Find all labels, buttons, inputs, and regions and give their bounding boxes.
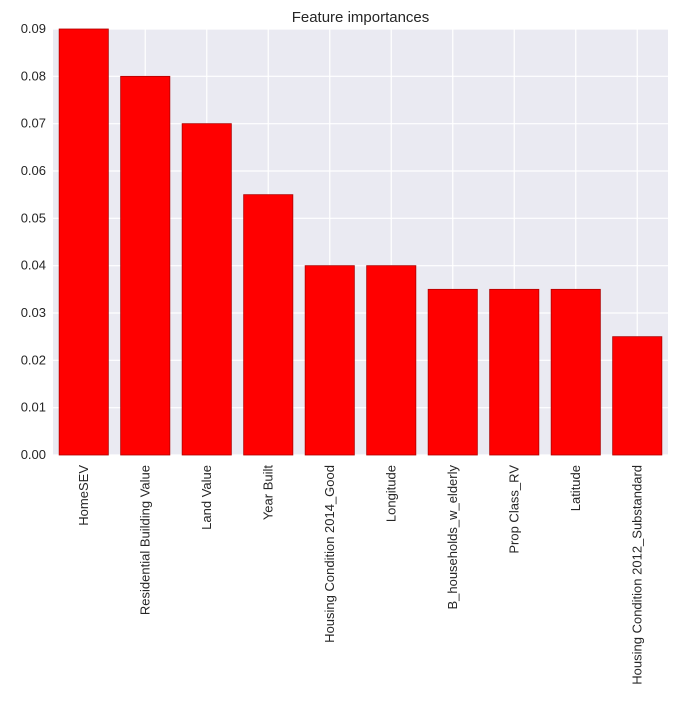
y-tick-label: 0.07 xyxy=(21,116,46,131)
y-tick-label: 0.02 xyxy=(21,352,46,367)
y-tick-label: 0.03 xyxy=(21,305,46,320)
y-tick-label: 0.09 xyxy=(21,21,46,36)
bar xyxy=(304,265,355,456)
x-tick-label: Prop Class_RV xyxy=(506,465,521,554)
bar xyxy=(366,265,417,456)
y-tick-label: 0.01 xyxy=(21,400,46,415)
y-tick-label: 0.05 xyxy=(21,210,46,225)
x-tick-label: HomeSEV xyxy=(76,465,91,526)
bar xyxy=(243,194,294,456)
x-tick-label: Residential Building Value xyxy=(137,465,152,615)
x-tick-label: Housing Condition 2014_Good xyxy=(322,465,337,643)
x-tick-label: B_households_w_elderly xyxy=(445,465,460,610)
x-tick-label: Land Value xyxy=(199,465,214,530)
bar xyxy=(120,75,171,456)
bar xyxy=(550,288,601,456)
y-axis-ticks: 0.00 0.01 0.02 0.03 0.04 0.05 0.06 0.07 0.08 0.09 xyxy=(21,21,46,462)
x-tick-label: Housing Condition 2012_Substandard xyxy=(629,465,644,685)
x-tick-label: Longitude xyxy=(383,465,398,522)
x-tick-label: Year Built xyxy=(260,465,275,521)
bars xyxy=(58,28,663,456)
bar xyxy=(489,288,540,456)
y-tick-label: 0.06 xyxy=(21,163,46,178)
bar xyxy=(612,336,663,456)
chart-title: Feature importances xyxy=(292,9,430,26)
bar xyxy=(181,123,232,456)
y-tick-label: 0.04 xyxy=(21,258,46,273)
x-tick-label: Latitude xyxy=(568,465,583,511)
y-tick-label: 0.08 xyxy=(21,68,46,83)
x-axis-ticks: HomeSEV Residential Building Value Land Va… xyxy=(76,465,645,685)
y-tick-label: 0.00 xyxy=(21,447,46,462)
bar xyxy=(427,288,478,456)
bar xyxy=(58,28,109,456)
